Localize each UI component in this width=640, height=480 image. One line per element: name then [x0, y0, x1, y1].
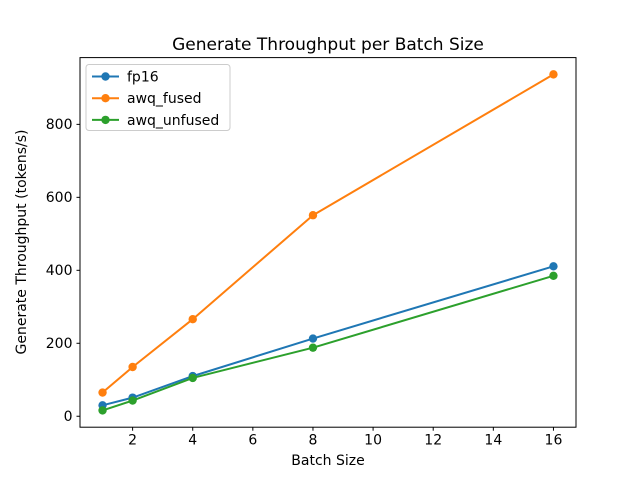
series-marker-awq_unfused	[549, 271, 558, 280]
y-tick-label: 0	[64, 409, 73, 425]
x-tick-label: 16	[545, 433, 563, 449]
x-tick-label: 12	[424, 433, 442, 449]
series-marker-awq_unfused	[308, 343, 318, 352]
y-tick-label: 400	[46, 263, 73, 279]
series-line-awq_unfused	[101, 274, 555, 412]
series-marker-awq_fused	[549, 70, 558, 79]
series-marker-awq_unfused	[128, 396, 137, 405]
series-marker-fp16	[549, 262, 558, 271]
series-marker-awq_fused	[188, 315, 197, 324]
x-tick-label: 4	[188, 433, 197, 449]
legend-label-fp16: fp16	[127, 70, 159, 86]
series-marker-fp16	[308, 334, 318, 343]
legend-label-awq_unfused: awq_unfused	[127, 113, 219, 129]
series-marker-awq_unfused	[98, 406, 107, 415]
x-tick-label: 6	[248, 433, 257, 449]
y-axis-label: Generate Throughput (tokens/s)	[14, 130, 30, 355]
x-axis-label: Batch Size	[291, 453, 364, 469]
legend-box	[85, 64, 231, 131]
series-line-fp16	[101, 265, 555, 407]
series-marker-awq_fused	[98, 388, 107, 397]
legend-label-awq_fused: awq_fused	[127, 91, 202, 107]
chart-title: Generate Throughput per Batch Size	[172, 35, 484, 55]
y-tick-label: 800	[46, 117, 73, 133]
legend-marker-sample	[101, 72, 110, 81]
x-tick-label: 2	[128, 433, 137, 449]
x-tick-label: 14	[484, 433, 502, 449]
plot-area: 2 4 6 8 10 12 14 16 0 200 400 600 800 fp16 awq_fusedaw…	[46, 64, 563, 449]
y-tick-label: 600	[46, 190, 73, 206]
axes-frame	[79, 57, 577, 428]
legend-marker-sample	[101, 94, 110, 103]
series-marker-awq_unfused	[188, 373, 197, 383]
x-tick-label: 10	[364, 433, 382, 449]
legend-marker-sample	[101, 115, 110, 125]
y-tick-label: 200	[46, 336, 73, 352]
x-tick-label: 8	[309, 433, 318, 449]
series-marker-awq_fused	[128, 362, 137, 372]
series-marker-awq_fused	[308, 211, 318, 220]
